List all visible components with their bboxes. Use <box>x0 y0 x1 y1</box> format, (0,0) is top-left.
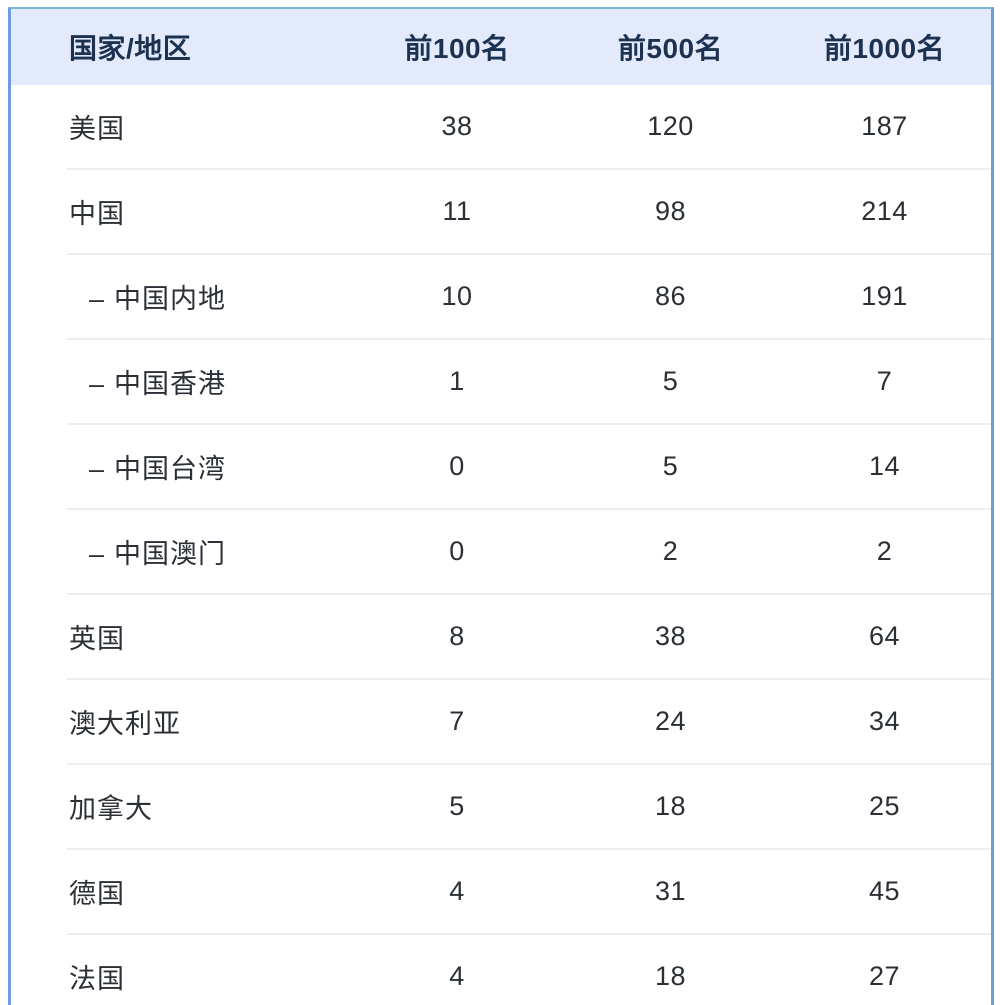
cell-country-region: 美国 <box>11 85 351 169</box>
table-row[interactable]: 澳大利亚 7 24 34 <box>11 678 991 764</box>
country-region-label: 澳大利亚 <box>69 709 181 739</box>
column-header-top1000[interactable]: 前1000名 <box>823 33 946 64</box>
cell-country-region: – 中国香港 <box>11 338 351 424</box>
cell-top1000: 27 <box>778 933 991 1005</box>
cell-country-region: 中国 <box>11 168 351 254</box>
table-row[interactable]: – 中国澳门 0 2 2 <box>11 508 991 594</box>
cell-top500: 98 <box>563 168 778 254</box>
cell-top500: 2 <box>563 508 778 594</box>
country-region-label: 美国 <box>69 114 125 144</box>
cell-country-region: 澳大利亚 <box>11 678 351 764</box>
table-row[interactable]: 美国 38 120 187 <box>11 85 991 169</box>
sub-row-dash-icon: – <box>89 454 106 484</box>
country-region-label: 法国 <box>69 964 125 994</box>
cell-top500: 5 <box>563 423 778 509</box>
cell-top500: 31 <box>563 848 778 934</box>
cell-top500: 86 <box>563 253 778 339</box>
cell-top100: 0 <box>351 508 563 594</box>
cell-top1000: 214 <box>778 168 991 254</box>
table-row[interactable]: 中国 11 98 214 <box>11 168 991 254</box>
cell-top1000: 187 <box>861 111 908 141</box>
cell-top500: 18 <box>563 763 778 849</box>
column-header-top100[interactable]: 前100名 <box>404 33 510 64</box>
table-row[interactable]: – 中国香港 1 5 7 <box>11 338 991 424</box>
table-row[interactable]: 法国 4 18 27 <box>11 933 991 1005</box>
cell-top100: 4 <box>351 933 563 1005</box>
country-region-label: 中国 <box>69 199 125 229</box>
cell-top500: 120 <box>647 111 694 141</box>
cell-top100: 11 <box>351 168 563 254</box>
cell-country-region: 加拿大 <box>11 763 351 849</box>
column-header-top500[interactable]: 前500名 <box>617 33 724 64</box>
country-region-label: 加拿大 <box>69 794 153 824</box>
cell-top100: 4 <box>351 848 563 934</box>
sub-row-dash-icon: – <box>89 284 106 314</box>
cell-top500: 24 <box>563 678 778 764</box>
country-region-label: 德国 <box>69 879 125 909</box>
cell-top100: 5 <box>351 763 563 849</box>
cell-country-region: – 中国台湾 <box>11 423 351 509</box>
ranking-table-card: 国家/地区 前100名 前500名 前1000名 美国 38 120 187 中国 11 9… <box>8 7 994 1005</box>
column-header-country-region[interactable]: 国家/地区 <box>69 33 192 64</box>
table-header-row: 国家/地区 前100名 前500名 前1000名 <box>11 9 991 85</box>
cell-country-region: 法国 <box>11 933 351 1005</box>
table-row[interactable]: – 中国台湾 0 5 14 <box>11 423 991 509</box>
country-region-label: 中国内地 <box>114 284 227 314</box>
cell-top1000: 2 <box>778 508 991 594</box>
country-region-label: 中国澳门 <box>114 539 227 569</box>
cell-top500: 18 <box>563 933 778 1005</box>
cell-top1000: 34 <box>778 678 991 764</box>
cell-top1000: 7 <box>778 338 991 424</box>
country-region-label: 英国 <box>69 624 125 654</box>
cell-top100: 8 <box>351 593 563 679</box>
table-row[interactable]: – 中国内地 10 86 191 <box>11 253 991 339</box>
cell-top1000: 25 <box>778 763 991 849</box>
table-header: 国家/地区 前100名 前500名 前1000名 <box>11 9 991 85</box>
sub-row-dash-icon: – <box>89 539 106 569</box>
cell-top1000: 191 <box>778 253 991 339</box>
cell-top500: 5 <box>563 338 778 424</box>
cell-top100: 1 <box>351 338 563 424</box>
table-row[interactable]: 加拿大 5 18 25 <box>11 763 991 849</box>
cell-top1000: 64 <box>778 593 991 679</box>
cell-top500: 38 <box>563 593 778 679</box>
cell-top1000: 45 <box>778 848 991 934</box>
table-row[interactable]: 英国 8 38 64 <box>11 593 991 679</box>
cell-top1000: 14 <box>778 423 991 509</box>
cell-top100: 7 <box>351 678 563 764</box>
cell-country-region: – 中国内地 <box>11 253 351 339</box>
table-body: 美国 38 120 187 中国 11 98 214– 中国内地 10 86 191– 中国香港 1 5 7–… <box>11 85 991 1005</box>
sub-row-dash-icon: – <box>89 369 106 399</box>
cell-country-region: 德国 <box>11 848 351 934</box>
cell-top100: 10 <box>351 253 563 339</box>
country-region-label: 中国台湾 <box>114 454 227 484</box>
cell-country-region: – 中国澳门 <box>11 508 351 594</box>
country-region-label: 中国香港 <box>114 369 227 399</box>
cell-top100: 38 <box>441 111 473 141</box>
table-row[interactable]: 德国 4 31 45 <box>11 848 991 934</box>
country-ranking-table: 国家/地区 前100名 前500名 前1000名 美国 38 120 187 中国 11 9… <box>11 9 991 1005</box>
cell-top100: 0 <box>351 423 563 509</box>
cell-country-region: 英国 <box>11 593 351 679</box>
